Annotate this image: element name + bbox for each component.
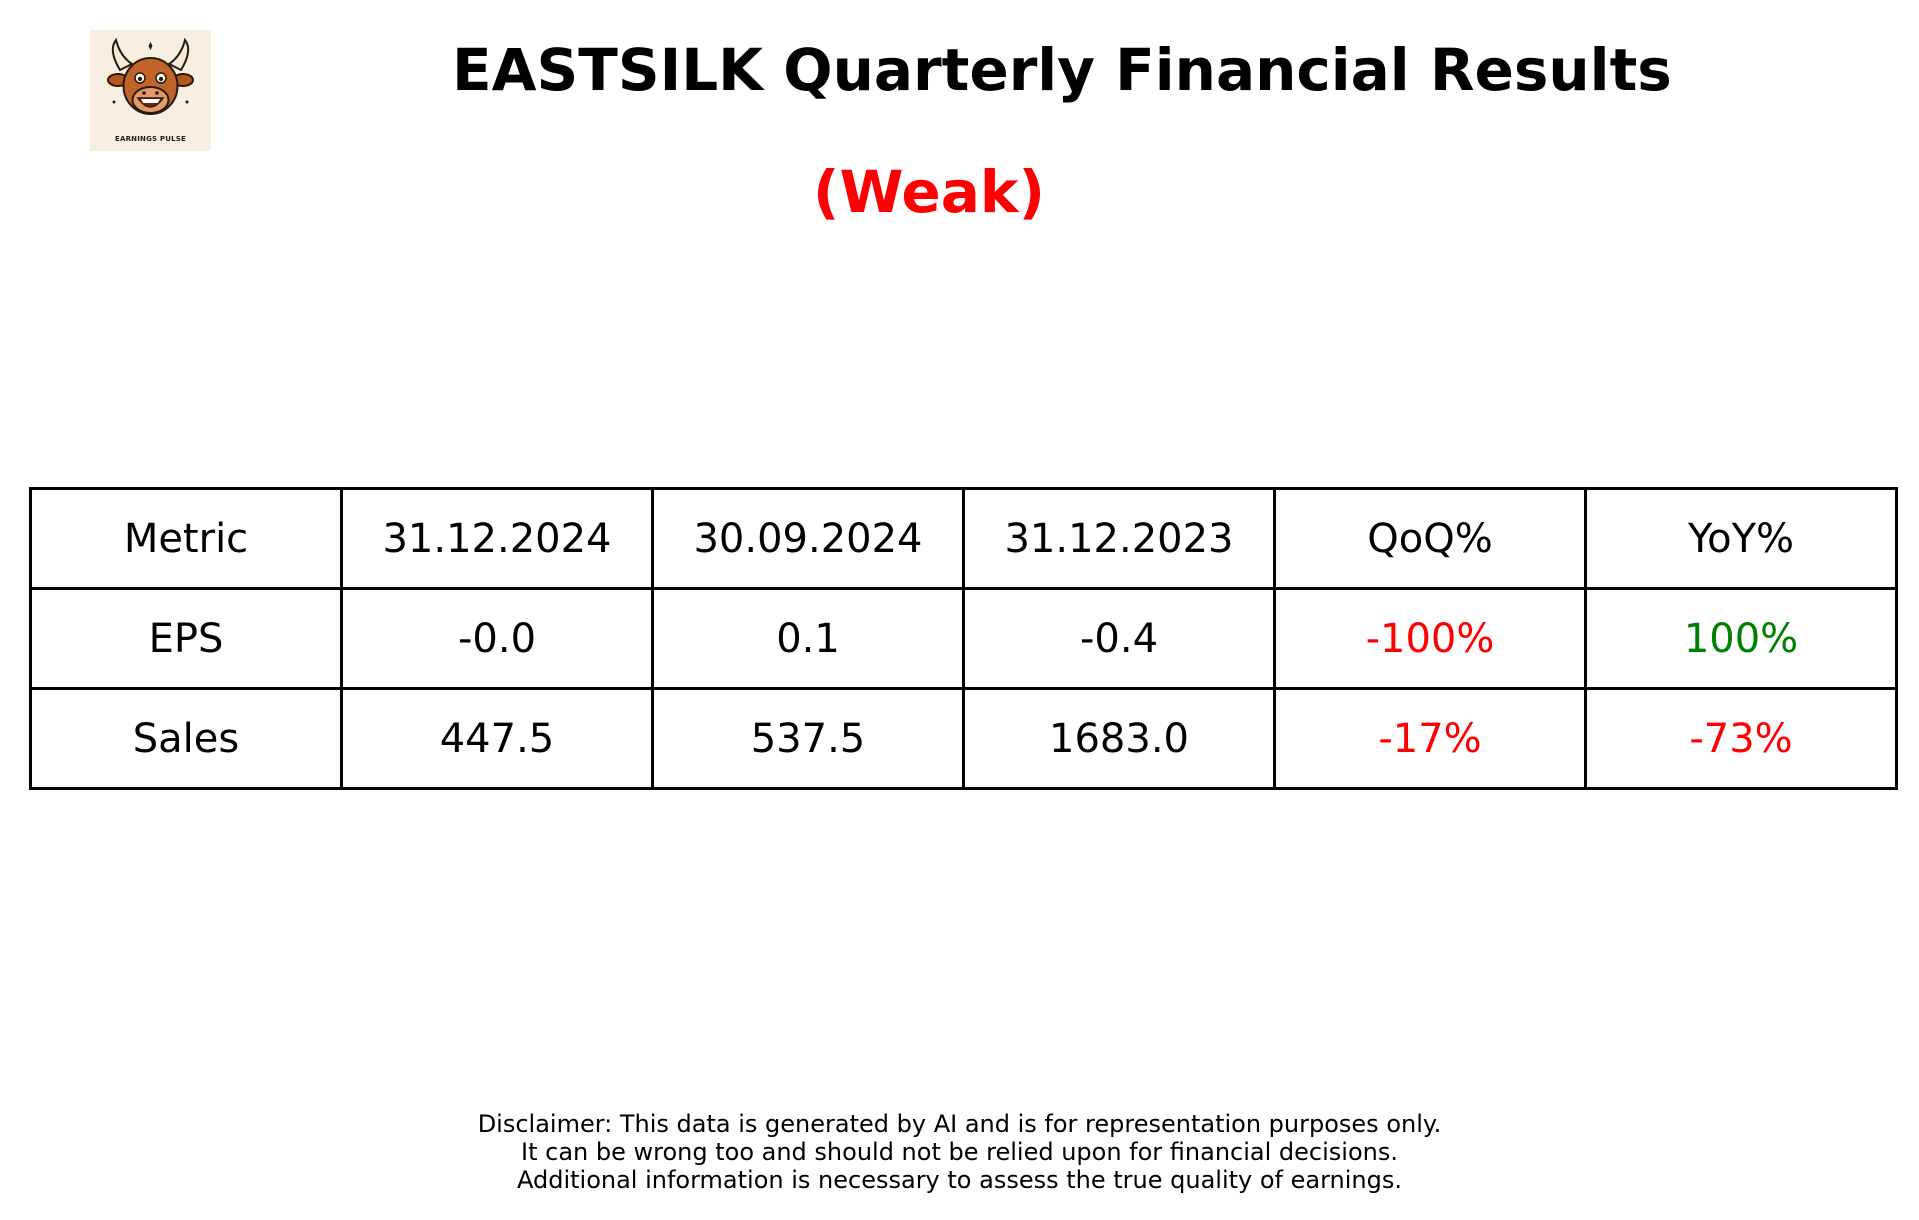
- header-cell-qoq: QoQ%: [1273, 487, 1587, 590]
- bull-mascot-icon: [107, 37, 194, 115]
- cell-eps-qoq: -100%: [1273, 587, 1587, 690]
- header-cell-period-2: 30.09.2024: [651, 487, 965, 590]
- cell-sales-qoq: -17%: [1273, 687, 1587, 790]
- financial-results-table: Metric 31.12.2024 30.09.2024 31.12.2023 …: [29, 487, 1898, 790]
- disclaimer: Disclaimer: This data is generated by AI…: [0, 1110, 1919, 1194]
- cell-eps-period-2: 0.1: [651, 587, 965, 690]
- logo-text: EARNINGS PULSE: [114, 135, 187, 143]
- disclaimer-line: It can be wrong too and should not be re…: [521, 1138, 1398, 1166]
- cell-sales-period-2: 537.5: [651, 687, 965, 790]
- header-cell-period-3: 31.12.2023: [962, 487, 1276, 590]
- cell-metric-eps: EPS: [29, 587, 343, 690]
- table-row-sales: Sales 447.5 537.5 1683.0 -17% -73%: [29, 687, 1898, 790]
- rating-label: (Weak): [813, 158, 1045, 226]
- table-row-eps: EPS -0.0 0.1 -0.4 -100% 100%: [29, 587, 1898, 690]
- cell-sales-period-1: 447.5: [340, 687, 654, 790]
- page-title: EASTSILK Quarterly Financial Results: [452, 36, 1672, 104]
- cell-eps-yoy: 100%: [1584, 587, 1898, 690]
- header-cell-yoy: YoY%: [1584, 487, 1898, 590]
- cell-sales-period-3: 1683.0: [962, 687, 1276, 790]
- header-cell-metric: Metric: [29, 487, 343, 590]
- cell-eps-period-3: -0.4: [962, 587, 1276, 690]
- table-header-row: Metric 31.12.2024 30.09.2024 31.12.2023 …: [29, 487, 1898, 590]
- cell-metric-sales: Sales: [29, 687, 343, 790]
- disclaimer-line: Additional information is necessary to a…: [516, 1166, 1402, 1194]
- earnings-pulse-logo: EARNINGS PULSE: [90, 30, 211, 151]
- disclaimer-line: Disclaimer: This data is generated by AI…: [477, 1110, 1442, 1138]
- header-cell-period-1: 31.12.2024: [340, 487, 654, 590]
- cell-sales-yoy: -73%: [1584, 687, 1898, 790]
- cell-eps-period-1: -0.0: [340, 587, 654, 690]
